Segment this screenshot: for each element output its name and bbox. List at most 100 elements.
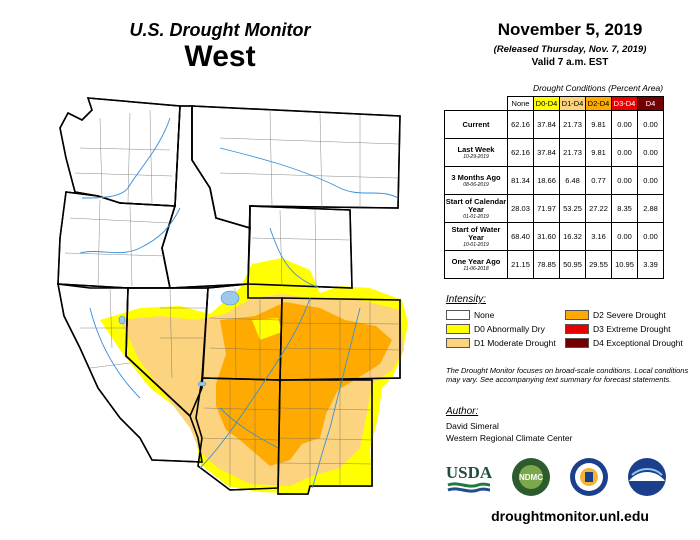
column-header: D2-D4: [585, 96, 612, 111]
value-cell: 68.40: [507, 222, 534, 251]
value-cell: 6.48: [559, 166, 586, 195]
legend-label: D0 Abnormally Dry: [474, 324, 545, 334]
column-header: None: [507, 96, 534, 111]
row-date: 08-06-2019: [463, 181, 489, 188]
value-cell: 0.00: [637, 222, 664, 251]
row-label: 3 Months Ago: [451, 172, 501, 182]
noaa-logo: [628, 458, 666, 496]
released-note: (Released Thursday, Nov. 7, 2019): [493, 44, 647, 55]
agency-logos: USDA NDMC: [446, 458, 666, 496]
legend-label: D2 Severe Drought: [593, 310, 666, 320]
legend-item: D4 Exceptional Drought: [565, 338, 683, 348]
legend-item: D0 Abnormally Dry: [446, 324, 545, 334]
table-header-row: None D0-D4 D1-D4 D2-D4 D3-D4 D4: [445, 96, 664, 111]
legend-title: Intensity:: [446, 294, 487, 305]
legend-swatch: [446, 324, 470, 334]
row-label: Last Week: [457, 144, 495, 154]
row-date: 01-01-2019: [463, 213, 489, 220]
value-cell: 37.84: [533, 138, 560, 167]
value-cell: 37.84: [533, 110, 560, 139]
table-row: Last Week 10-29-2019 62.16 37.84 21.73 9.81 0.…: [444, 138, 664, 167]
value-cell: 0.00: [611, 138, 638, 167]
ndmc-logo: NDMC: [512, 458, 550, 496]
row-label-cell: Start of Water Year 10-01-2019: [444, 222, 508, 251]
region-title: West: [184, 40, 256, 73]
table-row: Start of Calendar Year 01-01-2019 28.03 71.…: [444, 194, 664, 223]
value-cell: 29.55: [585, 250, 612, 279]
value-cell: 81.34: [507, 166, 534, 195]
value-cell: 78.85: [533, 250, 560, 279]
value-cell: 62.16: [507, 138, 534, 167]
value-cell: 3.16: [585, 222, 612, 251]
legend-label: None: [474, 310, 495, 320]
value-cell: 27.22: [585, 194, 612, 223]
legend-item: D2 Severe Drought: [565, 310, 666, 320]
value-cell: 18.66: [533, 166, 560, 195]
value-cell: 21.73: [559, 110, 586, 139]
legend-swatch: [565, 310, 589, 320]
author-name: David Simeral: [446, 421, 499, 431]
legend-label: D3 Extreme Drought: [593, 324, 671, 334]
row-label-cell: Last Week 10-29-2019: [444, 138, 508, 167]
table-row: 3 Months Ago 08-06-2019 81.34 18.66 6.48 0.77…: [444, 166, 664, 195]
row-label: One Year Ago: [451, 256, 501, 266]
oregon-state: [57, 191, 176, 289]
legend-item: None: [446, 310, 494, 320]
release-date: November 5, 2019: [497, 20, 643, 39]
state-borders: [57, 97, 401, 495]
value-cell: 8.35: [611, 194, 638, 223]
table-body: Current 62.16 37.84 21.73 9.81 0.00 0.00 Last W…: [444, 110, 664, 279]
row-label: Current: [462, 119, 490, 129]
table-row: One Year Ago 11-06-2018 21.15 78.85 50.95 29.…: [444, 250, 664, 279]
row-date: 11-06-2018: [463, 265, 489, 272]
website-url[interactable]: droughtmonitor.unl.edu: [491, 508, 649, 524]
value-cell: 28.03: [507, 194, 534, 223]
usda-logo-text: USDA: [446, 463, 493, 482]
row-label-cell: One Year Ago 11-06-2018: [444, 250, 508, 279]
rivers: [79, 117, 399, 489]
legend-item: D3 Extreme Drought: [565, 324, 670, 334]
legend-swatch: [565, 338, 589, 348]
value-cell: 21.15: [507, 250, 534, 279]
table-caption: Drought Conditions (Percent Area): [532, 83, 664, 93]
row-label-cell: 3 Months Ago 08-06-2019: [444, 166, 508, 195]
lake-mead: [197, 381, 207, 387]
valid-time: Valid 7 a.m. EST: [531, 57, 609, 68]
value-cell: 2.88: [637, 194, 664, 223]
county-lines: [64, 109, 401, 488]
value-cell: 21.73: [559, 138, 586, 167]
table-corner: [445, 97, 508, 111]
value-cell: 10.95: [611, 250, 638, 279]
value-cell: 0.77: [585, 166, 612, 195]
table-row: Start of Water Year 10-01-2019 68.40 31.60 1…: [444, 222, 664, 251]
drought-conditions-table: None D0-D4 D1-D4 D2-D4 D3-D4 D4 Current 62.16 3…: [444, 96, 664, 279]
drought-areas: [100, 258, 408, 494]
value-cell: 0.00: [637, 166, 664, 195]
value-cell: 0.00: [611, 222, 638, 251]
legend-swatch: [565, 324, 589, 334]
column-header: D3-D4: [611, 96, 638, 111]
column-header: D1-D4: [559, 96, 586, 111]
column-header: D4: [637, 96, 664, 111]
value-cell: 9.81: [585, 110, 612, 139]
doc-logo: [570, 458, 608, 496]
map-title: U.S. Drought Monitor: [129, 20, 311, 40]
value-cell: 50.95: [559, 250, 586, 279]
column-header: D0-D4: [533, 96, 560, 111]
value-cell: 0.00: [637, 110, 664, 139]
usda-logo: USDA: [446, 461, 493, 493]
value-cell: 71.97: [533, 194, 560, 223]
value-cell: 3.39: [637, 250, 664, 279]
legend-swatch: [446, 338, 470, 348]
row-date: 10-29-2019: [463, 153, 489, 160]
value-cell: 31.60: [533, 222, 560, 251]
lakes: [118, 290, 240, 387]
value-cell: 0.00: [611, 166, 638, 195]
row-date: 10-01-2019: [463, 241, 489, 248]
legend-swatch: [446, 310, 470, 320]
legend-label: D1 Moderate Drought: [474, 338, 556, 348]
table-row: Current 62.16 37.84 21.73 9.81 0.00 0.00: [444, 110, 664, 139]
row-label: Start of Calendar Year: [445, 196, 507, 214]
west-drought-map: [57, 97, 408, 495]
value-cell: 53.25: [559, 194, 586, 223]
